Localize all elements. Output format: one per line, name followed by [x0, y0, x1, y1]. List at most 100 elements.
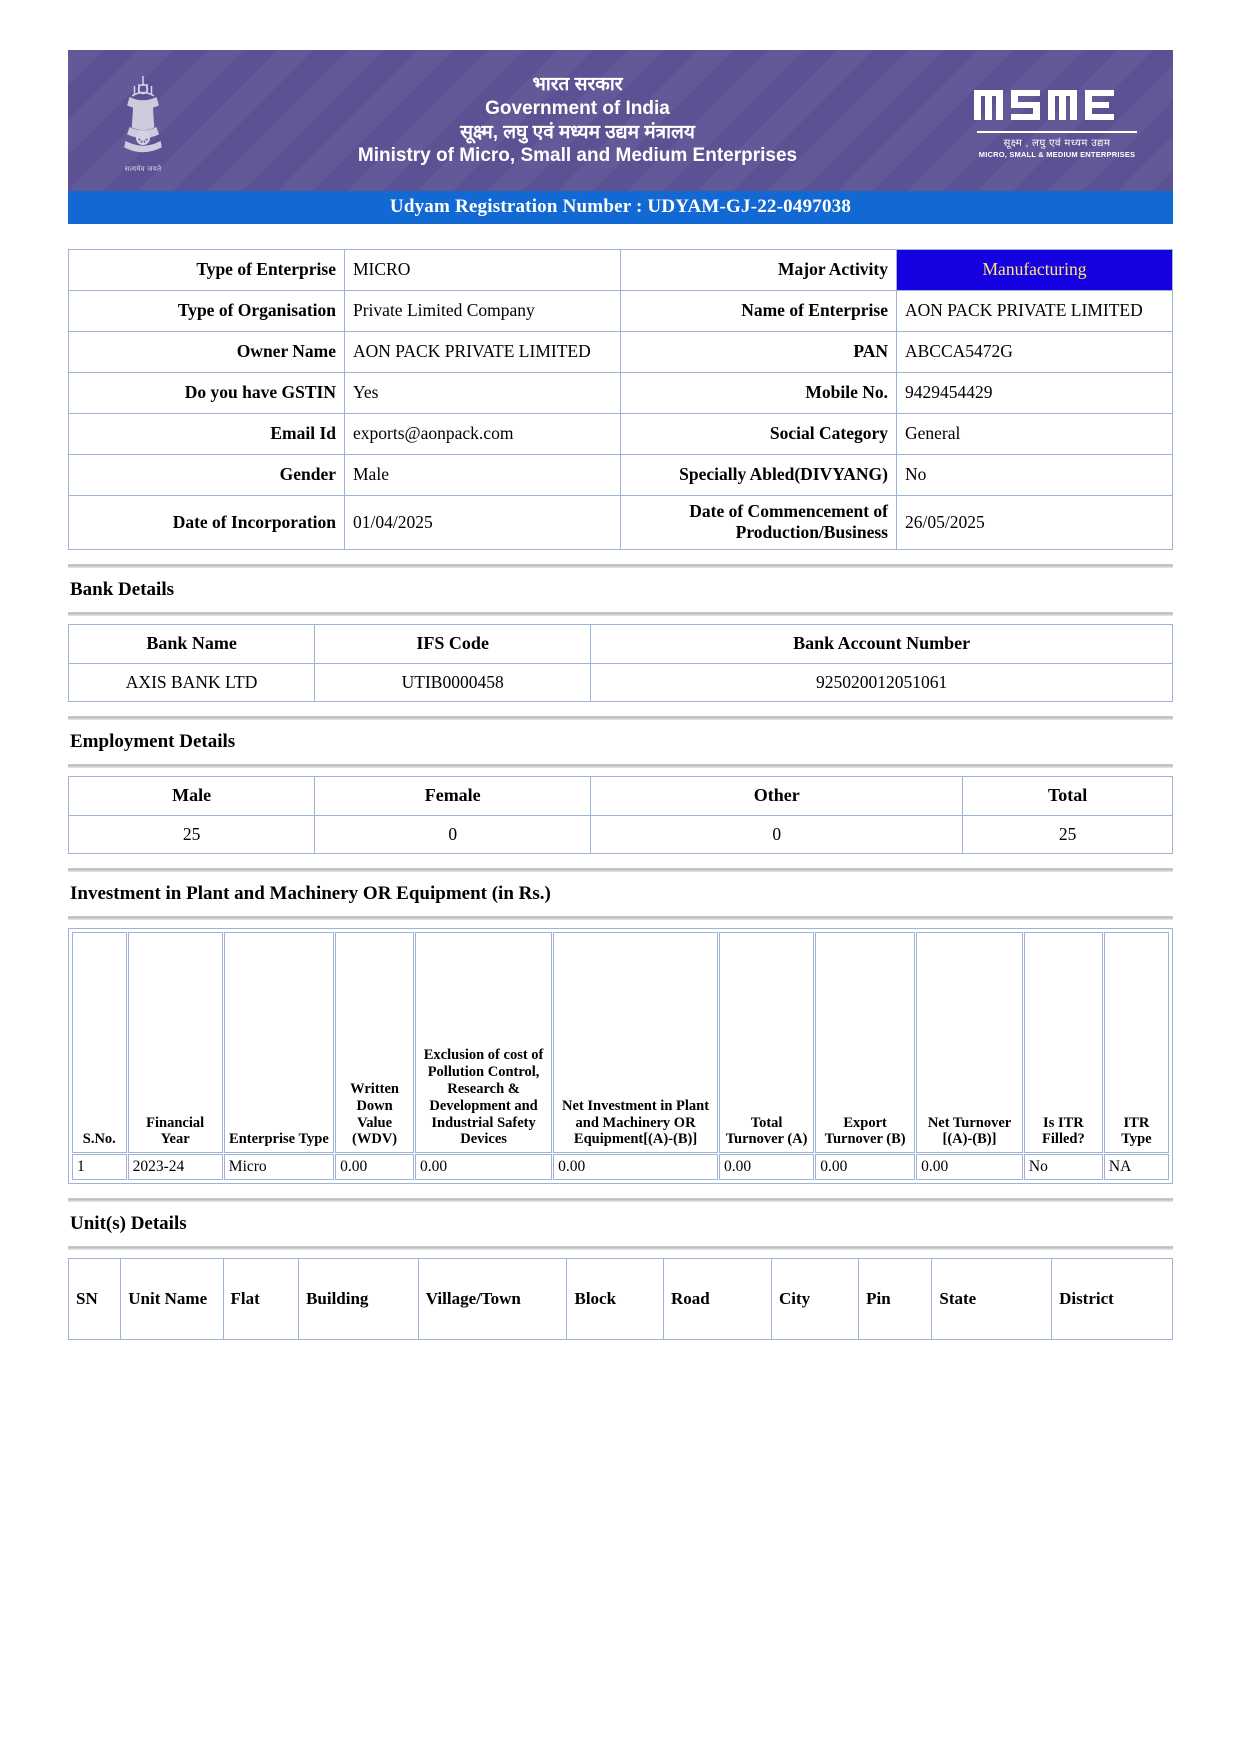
label-social-category: Social Category — [620, 413, 897, 455]
column-export-turnover: Export Turnover (B) — [815, 932, 916, 1154]
table-row: Owner Name AON PACK PRIVATE LIMITED PAN … — [68, 331, 1173, 373]
cell-male: 25 — [67, 814, 316, 855]
column-is-itr-filled: Is ITR Filled? — [1023, 932, 1103, 1154]
msme-logo-divider — [977, 131, 1137, 133]
investment-table-frame: S.No. Financial Year Enterprise Type Wri… — [68, 928, 1173, 1185]
value-pan: ABCCA5472G — [896, 331, 1173, 373]
table-row: Email Id exports@aonpack.com Social Cate… — [68, 413, 1173, 455]
section-divider-top — [68, 715, 1173, 720]
label-major-activity: Major Activity — [620, 249, 897, 291]
column-financial-year: Financial Year — [127, 932, 223, 1154]
table-header-row: SN Unit Name Flat Building Village/Town … — [67, 1258, 1173, 1341]
units-table: SN Unit Name Flat Building Village/Town … — [67, 1258, 1173, 1341]
column-ifs-code: IFS Code — [314, 623, 592, 664]
government-header-banner: सत्यमेव जयते भारत सरकार Government of In… — [68, 50, 1173, 191]
employment-details-section: Employment Details Male Female Other Tot… — [67, 715, 1173, 855]
column-state: State — [931, 1258, 1053, 1341]
column-male: Male — [67, 775, 316, 816]
column-written-down-value: Written Down Value (WDV) — [335, 932, 415, 1154]
investment-table: S.No. Financial Year Enterprise Type Wri… — [71, 931, 1170, 1181]
cell-is-itr-filled: No — [1023, 1154, 1103, 1181]
cell-bank-account-number: 925020012051061 — [590, 662, 1173, 702]
column-district: District — [1051, 1258, 1173, 1341]
value-date-of-commencement: 26/05/2025 — [896, 495, 1173, 550]
column-bank-account-number: Bank Account Number — [590, 623, 1173, 664]
column-total: Total — [962, 775, 1173, 816]
cell-bank-name: AXIS BANK LTD — [67, 662, 316, 702]
column-building: Building — [298, 1258, 419, 1341]
value-type-of-enterprise: MICRO — [344, 249, 621, 291]
cell-other: 0 — [590, 814, 964, 855]
column-other: Other — [590, 775, 964, 816]
section-divider-bottom — [68, 763, 1173, 768]
ministry-hindi: सूक्ष्म, लघु एवं मध्यम उद्यम मंत्रालय — [460, 121, 695, 143]
udyam-registration-certificate: सत्यमेव जयते भारत सरकार Government of In… — [67, 50, 1173, 1341]
bank-details-title: Bank Details — [70, 578, 174, 600]
label-date-of-incorporation: Date of Incorporation — [68, 495, 345, 550]
cell-export-turnover: 0.00 — [815, 1154, 916, 1181]
label-date-of-commencement: Date of Commencement of Production/Busin… — [620, 495, 897, 550]
value-name-of-enterprise: AON PACK PRIVATE LIMITED — [896, 290, 1173, 332]
msme-logo-english: MICRO, SMALL & MEDIUM ENTERPRISES — [978, 150, 1136, 159]
column-pin: Pin — [858, 1258, 933, 1341]
table-row: Type of Enterprise MICRO Major Activity … — [68, 249, 1173, 291]
msme-logo-icon: सूक्ष्म , लघु एवं मध्यम उद्यम MICRO, SMA… — [957, 82, 1173, 159]
table-row: 25 0 0 25 — [67, 814, 1173, 855]
emblem-block: सत्यमेव जयते — [68, 68, 218, 174]
column-city: City — [771, 1258, 860, 1341]
table-row: Gender Male Specially Abled(DIVYANG) No — [68, 454, 1173, 496]
cell-written-down-value: 0.00 — [335, 1154, 415, 1181]
column-village-town: Village/Town — [417, 1258, 568, 1341]
column-flat: Flat — [222, 1258, 300, 1341]
value-mobile-no: 9429454429 — [896, 372, 1173, 414]
employment-details-title: Employment Details — [70, 730, 236, 752]
cell-net-turnover: 0.00 — [916, 1154, 1023, 1181]
table-header-row: Bank Name IFS Code Bank Account Number — [67, 623, 1173, 664]
section-divider-bottom — [68, 916, 1173, 921]
table-row: 1 2023-24 Micro 0.00 0.00 0.00 0.00 0.00… — [72, 1154, 1169, 1181]
bank-details-section: Bank Details Bank Name IFS Code Bank Acc… — [67, 563, 1173, 702]
label-gstin: Do you have GSTIN — [68, 372, 345, 414]
enterprise-details-table: Type of Enterprise MICRO Major Activity … — [68, 249, 1173, 550]
section-divider-bottom — [68, 611, 1173, 616]
cell-net-investment: 0.00 — [553, 1154, 718, 1181]
label-name-of-enterprise: Name of Enterprise — [620, 290, 897, 332]
cell-financial-year: 2023-24 — [127, 1154, 223, 1181]
table-row: AXIS BANK LTD UTIB0000458 92502001205106… — [67, 662, 1173, 702]
cell-enterprise-type: Micro — [223, 1154, 335, 1181]
units-section: Unit(s) Details SN Unit Name Flat Buildi… — [67, 1198, 1173, 1341]
cell-total-turnover: 0.00 — [719, 1154, 815, 1181]
label-mobile-no: Mobile No. — [620, 372, 897, 414]
value-owner-name: AON PACK PRIVATE LIMITED — [344, 331, 621, 373]
value-specially-abled: No — [896, 454, 1173, 496]
label-gender: Gender — [68, 454, 345, 496]
column-exclusion-of-cost: Exclusion of cost of Pollution Control, … — [415, 932, 553, 1154]
cell-itr-type: NA — [1103, 1154, 1169, 1181]
ministry-english: Ministry of Micro, Small and Medium Ente… — [357, 145, 798, 167]
cell-sno: 1 — [72, 1154, 127, 1181]
column-female: Female — [314, 775, 592, 816]
cell-female: 0 — [314, 814, 592, 855]
column-net-investment: Net Investment in Plant and Machinery OR… — [553, 932, 718, 1154]
column-bank-name: Bank Name — [67, 623, 316, 664]
value-type-of-organisation: Private Limited Company — [344, 290, 621, 332]
column-net-turnover: Net Turnover [(A)-(B)] — [916, 932, 1023, 1154]
column-unit-name: Unit Name — [120, 1258, 224, 1341]
label-type-of-enterprise: Type of Enterprise — [68, 249, 345, 291]
table-row: Type of Organisation Private Limited Com… — [68, 290, 1173, 332]
column-sn: SN — [67, 1258, 122, 1341]
column-block: Block — [566, 1258, 664, 1341]
label-email-id: Email Id — [68, 413, 345, 455]
table-header-row: S.No. Financial Year Enterprise Type Wri… — [72, 932, 1169, 1154]
column-itr-type: ITR Type — [1103, 932, 1169, 1154]
table-row: Do you have GSTIN Yes Mobile No. 9429454… — [68, 372, 1173, 414]
employment-details-table: Male Female Other Total 25 0 0 25 — [67, 775, 1173, 855]
section-divider-top — [68, 1198, 1173, 1203]
cell-ifs-code: UTIB0000458 — [314, 662, 592, 702]
cell-exclusion-of-cost: 0.00 — [415, 1154, 553, 1181]
value-major-activity: Manufacturing — [896, 249, 1173, 291]
label-specially-abled: Specially Abled(DIVYANG) — [620, 454, 897, 496]
section-divider-bottom — [68, 1246, 1173, 1251]
bank-details-table: Bank Name IFS Code Bank Account Number A… — [67, 623, 1173, 702]
msme-logo-hindi: सूक्ष्म , लघु एवं मध्यम उद्यम — [1003, 138, 1111, 149]
